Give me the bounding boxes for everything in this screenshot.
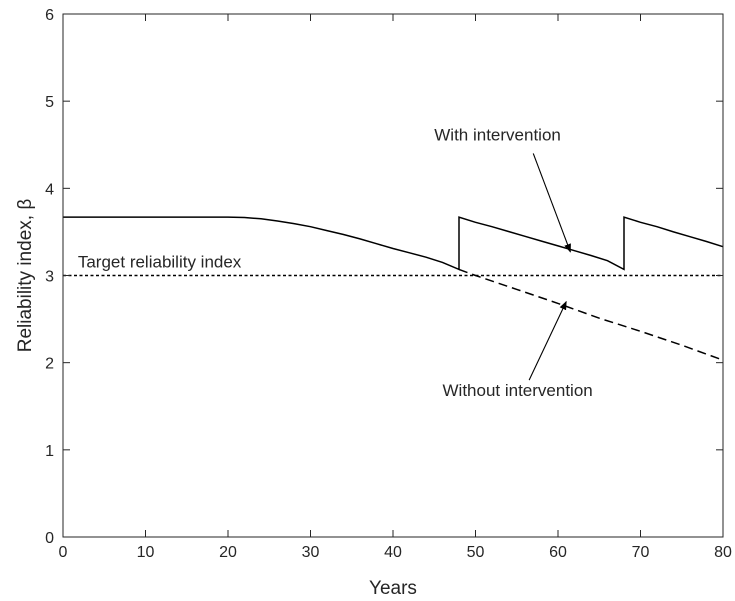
annotation-arrow-without-intervention [528,300,567,381]
series-line-without-intervention [458,268,724,361]
x-tick-label: 20 [219,544,237,561]
annotation-arrow-with-intervention [532,153,571,253]
x-axis-label: Years [369,578,417,599]
x-tick-label: 30 [302,544,320,561]
x-tick-label: 40 [384,544,402,561]
y-tick-label: 2 [45,356,54,373]
series-line-with-intervention [63,216,724,271]
y-tick-label: 3 [45,269,54,286]
annotation-label-with-intervention: With intervention [434,125,561,144]
y-tick-label: 1 [45,443,54,460]
x-tick-label: 10 [137,544,155,561]
y-tick-label: 4 [45,181,54,198]
x-tick-label: 0 [59,544,68,561]
x-tick-label: 80 [714,544,732,561]
y-tick-label: 6 [45,7,54,24]
y-tick-label: 5 [45,94,54,111]
target-reliability-label: Target reliability index [78,253,242,272]
plot-area: Target reliability index With interventio… [63,125,724,400]
y-axis-label: Reliability index, β [15,199,36,353]
x-tick-label: 60 [549,544,567,561]
x-tick-label: 50 [467,544,485,561]
x-tick-label: 70 [632,544,650,561]
annotation-label-without-intervention: Without intervention [443,381,593,400]
y-tick-label: 0 [45,530,54,547]
axes: 0 10 20 30 40 50 60 70 80 0 1 2 3 4 5 6 Years Reliability… [15,7,732,599]
